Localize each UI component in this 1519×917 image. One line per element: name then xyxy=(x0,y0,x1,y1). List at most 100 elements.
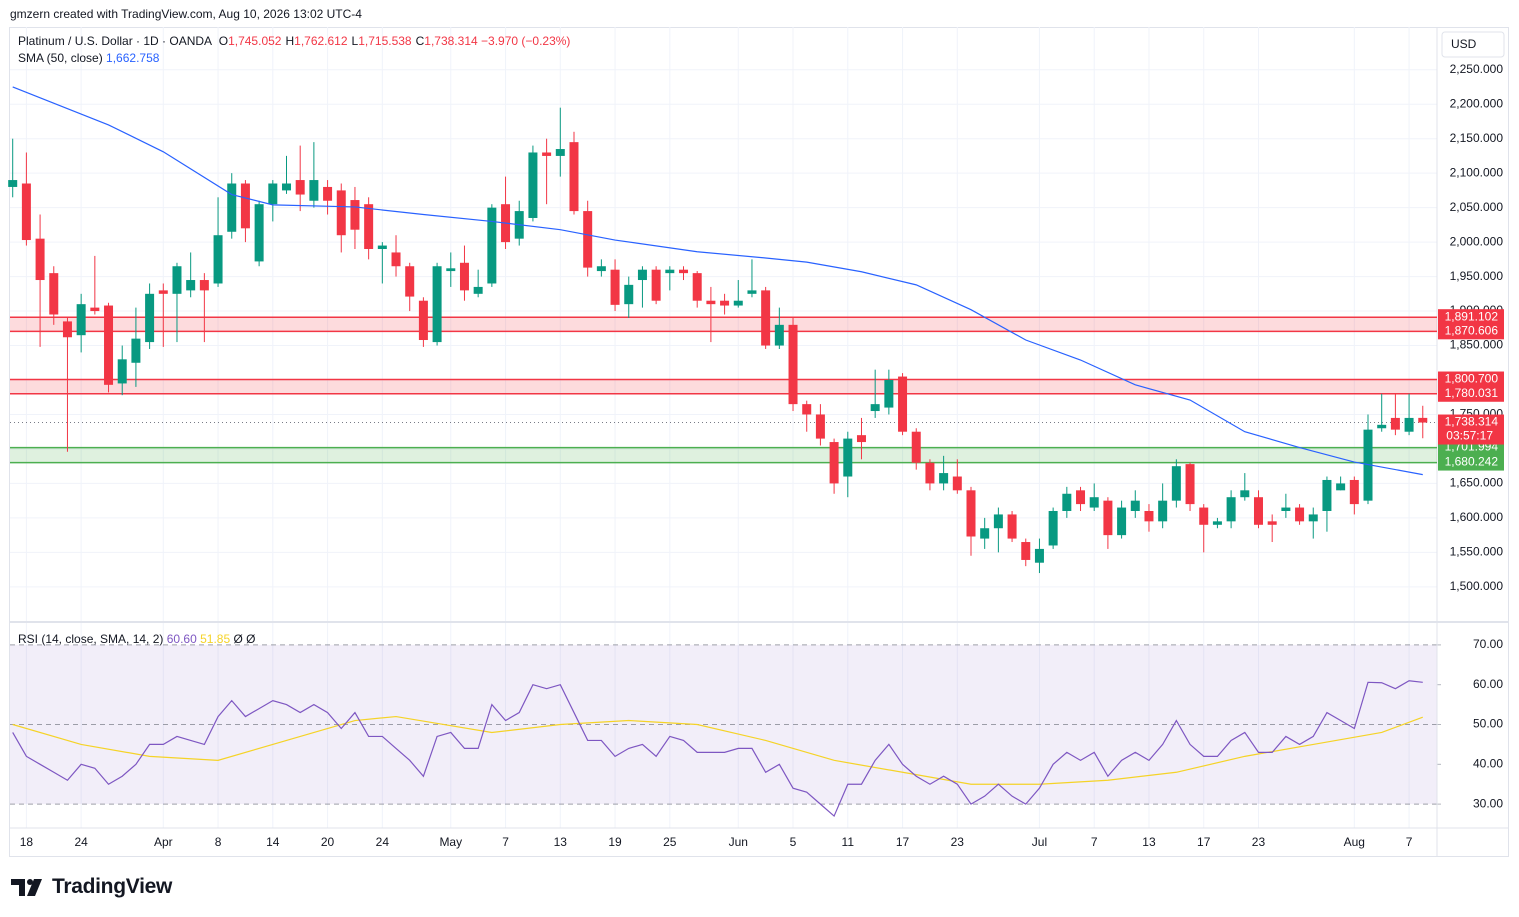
candle-body xyxy=(1349,479,1359,505)
candle-body xyxy=(323,186,333,201)
candle-body xyxy=(254,204,264,262)
legend-value: 1,715.538 xyxy=(358,34,412,48)
candle-body xyxy=(309,180,319,201)
y-tick-label: 1,600.000 xyxy=(1450,510,1504,524)
last-price-label: 1,738.314 xyxy=(1445,415,1499,429)
x-tick-label: 5 xyxy=(790,835,797,849)
legend-value: 1,738.314 xyxy=(424,34,478,48)
candle-body xyxy=(1226,497,1236,522)
candle-body xyxy=(815,414,825,439)
y-tick-label: 1,950.000 xyxy=(1450,269,1504,283)
sma-legend: SMA (50, close) 1,662.758 xyxy=(18,51,159,65)
x-tick-label: Jun xyxy=(729,835,748,849)
rsi-line xyxy=(12,680,1423,818)
candle-body xyxy=(555,149,565,156)
candle-body xyxy=(720,300,730,306)
y-tick-label: 2,050.000 xyxy=(1450,200,1504,214)
rsi-legend: RSI (14, close, SMA, 14, 2) 60.60 51.85 … xyxy=(18,632,256,646)
candle-body xyxy=(569,142,579,212)
candle-body xyxy=(487,207,497,284)
candle-body xyxy=(1240,490,1250,498)
candle-body xyxy=(76,304,86,336)
candle-body xyxy=(1089,497,1099,508)
candle-body xyxy=(610,269,620,305)
logo-icon xyxy=(11,879,42,896)
candle-body xyxy=(21,183,31,241)
legend-key: L xyxy=(351,34,359,48)
candle-body xyxy=(104,305,114,385)
legend-title: Platinum / U.S. Dollar · 1D · OANDA xyxy=(18,34,212,48)
candle-body xyxy=(446,268,456,272)
candle-body xyxy=(268,183,278,205)
candle-body xyxy=(1212,521,1222,525)
candle-body xyxy=(49,273,59,315)
x-tick-label: 13 xyxy=(554,835,568,849)
candle-body xyxy=(637,269,647,281)
legend-value: 1,745.052 xyxy=(228,34,282,48)
candle-body xyxy=(377,245,387,250)
candle-body xyxy=(8,180,18,187)
candle-body xyxy=(172,266,182,294)
x-tick-label: 24 xyxy=(74,835,88,849)
x-tick-label: Jul xyxy=(1032,835,1047,849)
rsi-sma-line xyxy=(12,715,1423,785)
zone-label-box xyxy=(1438,309,1504,326)
candle-body xyxy=(1007,514,1017,539)
candle-body xyxy=(1295,507,1305,522)
zone-label: 1,780.031 xyxy=(1445,386,1499,400)
zone-label: 1,891.102 xyxy=(1445,309,1499,323)
legend-ohlc: O1,745.052 H1,762.612 L1,715.538 C1,738.314 xyxy=(215,34,478,48)
x-tick-label: Apr xyxy=(154,835,173,849)
candle-body xyxy=(473,286,483,294)
y-tick-label: 1,650.000 xyxy=(1450,476,1504,490)
candle-body xyxy=(227,183,237,232)
candle-body xyxy=(1418,417,1428,423)
x-tick-label: 19 xyxy=(608,835,622,849)
countdown-label: 03:57:17 xyxy=(1446,429,1493,443)
legend-key: H xyxy=(285,34,295,48)
legend-key: C xyxy=(415,34,425,48)
x-tick-label: 11 xyxy=(842,835,855,849)
candle-body xyxy=(240,183,250,229)
zone-label-box xyxy=(1438,371,1504,388)
candle-body xyxy=(1048,510,1058,546)
candle-body xyxy=(1308,514,1318,522)
logo: TradingView xyxy=(52,875,173,898)
x-tick-label: 13 xyxy=(1142,835,1156,849)
x-tick-label: 25 xyxy=(663,835,677,849)
candle-body xyxy=(1281,507,1291,511)
candle-body xyxy=(583,211,593,268)
x-tick-label: 18 xyxy=(20,835,34,849)
candle-body xyxy=(733,300,743,306)
candle-body xyxy=(774,324,784,346)
candle-body xyxy=(884,380,894,408)
y-tick-label: 2,150.000 xyxy=(1450,131,1504,145)
candle-body xyxy=(802,404,812,415)
legend-change: −3.970 (−0.23%) xyxy=(481,34,571,48)
candle-body xyxy=(199,280,209,291)
candle-body xyxy=(952,476,962,491)
zone-label: 1,800.700 xyxy=(1445,372,1499,386)
candle-body xyxy=(364,204,374,250)
candle-body xyxy=(158,290,168,294)
candle-body xyxy=(1021,542,1031,560)
candle-body xyxy=(898,376,908,432)
candle-body xyxy=(1377,424,1387,429)
candle-body xyxy=(90,307,100,312)
zone-label-box xyxy=(1438,385,1504,402)
candle-body xyxy=(665,269,675,274)
candle-body xyxy=(1076,490,1086,505)
candle-body xyxy=(829,442,839,484)
x-tick-label: 23 xyxy=(1252,835,1266,849)
candle-body xyxy=(1158,500,1168,522)
legend: Platinum / U.S. Dollar · 1D · OANDA O1,7… xyxy=(18,34,570,48)
y-tick-label: 2,250.000 xyxy=(1450,62,1504,76)
rsi-extra: Ø Ø xyxy=(233,632,256,646)
candle-body xyxy=(1034,548,1044,563)
currency-box xyxy=(1441,31,1505,58)
currency: USD xyxy=(1451,37,1477,51)
candle-body xyxy=(692,273,702,301)
candle-body xyxy=(939,473,949,484)
